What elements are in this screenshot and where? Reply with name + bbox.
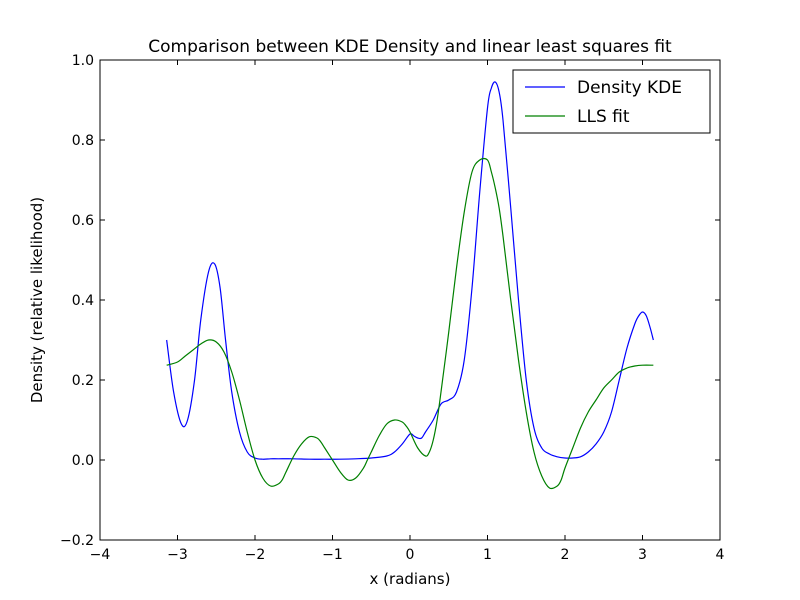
legend-label: Density KDE (577, 78, 682, 98)
y-tick-label: 0.6 (72, 213, 94, 229)
x-tick-label: 3 (638, 547, 647, 563)
x-tick-label: −4 (90, 547, 111, 563)
x-tick-label: −1 (322, 547, 343, 563)
y-tick-label: −0.2 (60, 533, 94, 549)
series-line-density-kde (166, 81, 654, 460)
y-axis-ticks: −0.2 0.0 0.2 0.4 0.6 0.8 1.0 (60, 53, 720, 549)
x-tick-label: −2 (245, 547, 266, 563)
x-tick-label: 0 (406, 547, 415, 563)
plot-area (166, 81, 654, 490)
legend-label: LLS fit (577, 107, 630, 127)
y-tick-label: 0.4 (72, 293, 94, 309)
x-tick-label: −3 (167, 547, 188, 563)
y-tick-label: 1.0 (72, 53, 94, 69)
legend: Density KDE LLS fit (512, 69, 711, 134)
x-axis-ticks: −4 −3 −2 −1 0 1 2 3 4 (90, 60, 725, 563)
chart-title: Comparison between KDE Density and linea… (148, 37, 672, 57)
y-tick-label: 0.8 (72, 133, 94, 149)
x-axis-label: x (radians) (370, 570, 451, 588)
y-tick-label: 0.2 (72, 373, 94, 389)
y-axis-label: Density (relative likelihood) (28, 197, 46, 403)
x-tick-label: 4 (716, 547, 725, 563)
x-tick-label: 2 (561, 547, 570, 563)
legend-box (512, 69, 711, 134)
plot-frame (99, 59, 721, 541)
y-tick-label: 0.0 (72, 453, 94, 469)
series-line-lls-fit (166, 157, 654, 490)
x-tick-label: 1 (483, 547, 492, 563)
